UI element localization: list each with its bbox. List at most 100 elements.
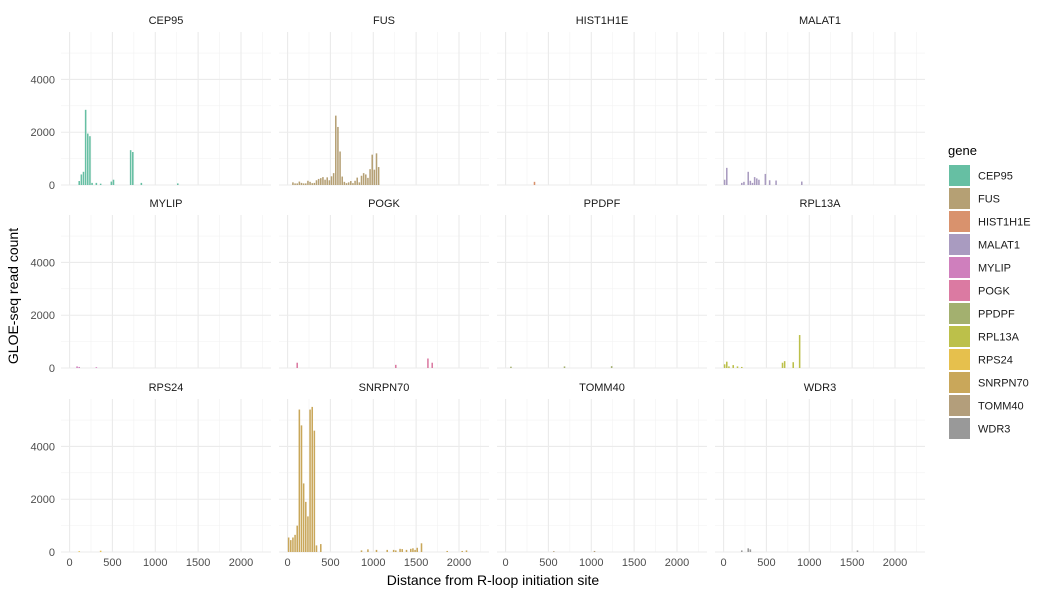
- histogram-bar: [756, 178, 758, 185]
- legend-key-wdr3: [949, 418, 970, 439]
- x-tick-label: 2000: [665, 557, 689, 569]
- legend-key-pogk: [949, 280, 970, 301]
- histogram-bar: [78, 551, 80, 552]
- histogram-bar: [410, 548, 412, 552]
- histogram-bar: [792, 362, 794, 368]
- legend-label-wdr3: WDR3: [978, 424, 1010, 436]
- histogram-bar: [610, 366, 613, 368]
- histogram-bar: [395, 550, 397, 552]
- facet-label-ppdpf: PPDPF: [584, 198, 621, 210]
- histogram-bar: [298, 409, 301, 552]
- histogram-bar: [354, 180, 356, 185]
- histogram-bar: [95, 367, 98, 368]
- histogram-bar: [741, 182, 743, 185]
- histogram-bar: [747, 171, 749, 185]
- histogram-bar: [465, 550, 468, 552]
- histogram-bar: [741, 550, 743, 552]
- histogram-bar: [311, 406, 313, 552]
- legend-key-ppdpf: [949, 303, 970, 324]
- histogram-bar: [401, 549, 403, 552]
- legend-label-malat1: MALAT1: [978, 240, 1020, 252]
- histogram-bar: [747, 548, 749, 552]
- histogram-bar: [290, 540, 292, 552]
- legend-label-rpl13a: RPL13A: [978, 332, 1020, 344]
- histogram-bar: [758, 179, 760, 185]
- facet-label-rpl13a: RPL13A: [800, 198, 842, 210]
- histogram-bar: [84, 109, 87, 185]
- histogram-bar: [446, 550, 448, 552]
- histogram-bar: [726, 361, 728, 368]
- facet-label-mylip: MYLIP: [149, 198, 182, 210]
- histogram-bar: [553, 551, 555, 552]
- histogram-bar: [856, 550, 859, 552]
- x-tick-label: 1000: [143, 557, 167, 569]
- histogram-bar: [177, 183, 179, 185]
- legend-label-snrpn70: SNRPN70: [978, 378, 1029, 390]
- histogram-bar: [375, 549, 378, 552]
- histogram-bar: [749, 180, 752, 185]
- histogram-bar: [386, 549, 388, 552]
- histogram-bar: [317, 178, 320, 185]
- histogram-bar: [309, 181, 311, 185]
- histogram-bar: [373, 169, 376, 185]
- histogram-bar: [302, 483, 305, 552]
- histogram-bar: [307, 180, 309, 185]
- x-tick-label: 500: [321, 557, 339, 569]
- legend-label-rps24: RPS24: [978, 355, 1013, 367]
- legend-key-cep95: [949, 165, 970, 186]
- histogram-bar: [768, 180, 771, 185]
- histogram-bar: [392, 549, 395, 552]
- facet-label-pogk: POGK: [368, 198, 400, 210]
- histogram-bar: [305, 501, 307, 552]
- histogram-bar: [341, 176, 343, 185]
- histogram-bar: [320, 178, 322, 185]
- histogram-bar: [743, 181, 745, 185]
- histogram-bar: [367, 177, 369, 185]
- histogram-bar: [95, 182, 98, 185]
- legend-title: gene: [948, 143, 977, 158]
- x-tick-label: 500: [539, 557, 557, 569]
- histogram-bar: [350, 181, 352, 185]
- legend-label-fus: FUS: [978, 194, 1000, 206]
- histogram-bar: [294, 534, 296, 552]
- y-tick-label: 2000: [31, 127, 55, 139]
- histogram-bar: [302, 183, 305, 185]
- histogram-bar: [360, 175, 363, 185]
- x-tick-label: 0: [721, 557, 727, 569]
- histogram-bar: [427, 358, 429, 368]
- histogram-bar: [287, 537, 290, 552]
- legend-key-tomm40: [949, 395, 970, 416]
- y-tick-label: 0: [49, 180, 55, 192]
- histogram-bar: [305, 183, 307, 185]
- facet-label-snrpn70: SNRPN70: [359, 382, 410, 394]
- histogram-bar: [99, 550, 102, 552]
- histogram-bar: [313, 430, 316, 552]
- x-tick-label: 500: [757, 557, 775, 569]
- histogram-bar: [798, 335, 801, 368]
- facet-label-rps24: RPS24: [149, 382, 184, 394]
- x-axis-title: Distance from R-loop initiation site: [387, 572, 600, 588]
- x-tick-label: 2000: [229, 557, 253, 569]
- histogram-bar: [377, 167, 380, 185]
- legend-label-mylip: MYLIP: [978, 263, 1011, 275]
- histogram-bar: [296, 525, 298, 552]
- histogram-bar: [358, 182, 361, 185]
- histogram-bar: [593, 550, 596, 552]
- legend-label-ppdpf: PPDPF: [978, 309, 1015, 321]
- histogram-bar: [369, 169, 371, 185]
- legend: gene CEP95 FUS HIST1H1E MALAT1 MYLIP POGK PPDP…: [948, 143, 1031, 439]
- y-axis-title: GLOE-seq read count: [5, 228, 21, 364]
- histogram-bar: [723, 179, 726, 185]
- x-tick-label: 2000: [883, 557, 907, 569]
- x-tick-label: 0: [285, 557, 291, 569]
- histogram-bar: [783, 361, 786, 368]
- histogram-bar: [347, 182, 350, 185]
- histogram-bar: [563, 366, 566, 368]
- histogram-bar: [326, 177, 328, 185]
- x-tick-label: 1500: [840, 557, 864, 569]
- y-tick-label: 4000: [31, 257, 55, 269]
- histogram-bar: [292, 182, 294, 185]
- histogram-bar: [337, 126, 339, 185]
- histogram-bar: [367, 549, 369, 552]
